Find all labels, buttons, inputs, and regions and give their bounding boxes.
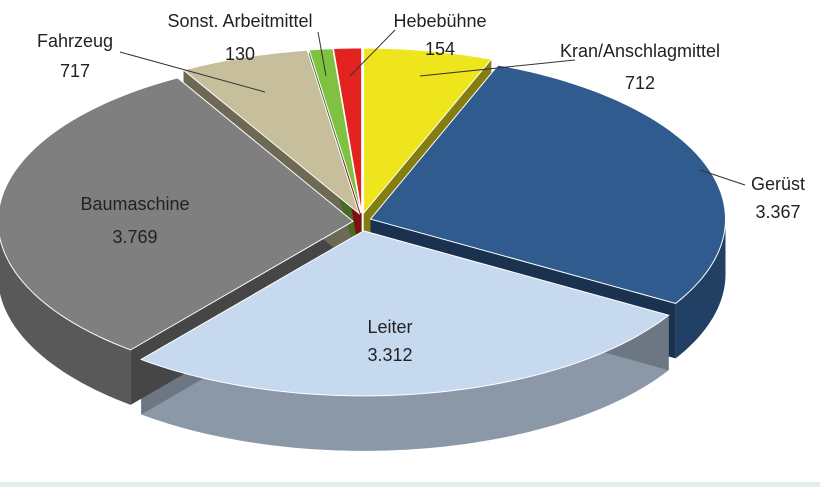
pie-slice — [140, 230, 670, 397]
value-label: 3.312 — [367, 345, 412, 365]
value-label: 717 — [60, 61, 90, 81]
pie-slice — [0, 77, 354, 351]
pie-tops — [0, 47, 727, 397]
value-label: 712 — [625, 73, 655, 93]
labels: Kran/Anschlagmittel 712 Gerüst 3.367 Leiter 3… — [37, 11, 805, 365]
leader-line — [119, 51, 266, 93]
category-label: Leiter — [367, 317, 412, 337]
pie-side — [0, 238, 131, 405]
category-label: Fahrzeug — [37, 31, 113, 51]
leader-line — [419, 59, 576, 77]
pie-side — [675, 219, 726, 359]
pie-slice — [182, 49, 361, 215]
value-label: 130 — [225, 44, 255, 64]
category-label: Sonst. Arbeitmittel — [167, 11, 312, 31]
leader-line — [349, 29, 396, 77]
value-label: 3.769 — [112, 227, 157, 247]
value-label: 154 — [425, 39, 455, 59]
leader-line — [317, 31, 327, 77]
pie-slice — [332, 47, 363, 214]
category-label: Baumaschine — [80, 194, 189, 214]
pie-slice — [369, 64, 727, 304]
leader-line — [699, 169, 746, 186]
bottom-strip — [0, 482, 820, 487]
pie-side — [141, 315, 669, 451]
pie-slice — [363, 47, 493, 215]
category-label: Kran/Anschlagmittel — [560, 41, 720, 61]
value-label: 3.367 — [755, 202, 800, 222]
category-label: Gerüst — [751, 174, 805, 194]
category-label: Hebebühne — [393, 11, 486, 31]
